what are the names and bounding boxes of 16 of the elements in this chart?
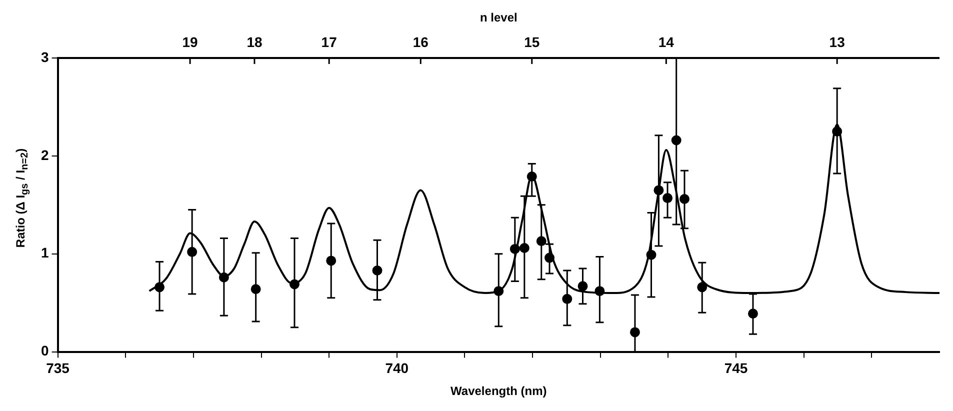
x-tick-label: 740 bbox=[385, 360, 409, 376]
annotation: 15 bbox=[524, 34, 540, 50]
x-axis-title: Wavelength (nm) bbox=[450, 384, 547, 398]
annotation: 17 bbox=[321, 34, 338, 50]
annotation: 14 bbox=[658, 34, 674, 50]
annotation: 13 bbox=[829, 34, 846, 50]
text: n level bbox=[480, 10, 518, 24]
y-tick-label: 0 bbox=[40, 342, 49, 359]
y-tick-label: 3 bbox=[40, 48, 49, 65]
annotation: 18 bbox=[246, 34, 262, 50]
y-tick-label: 1 bbox=[40, 244, 49, 261]
annotation: 19 bbox=[182, 34, 198, 50]
x-tick-label: 735 bbox=[46, 360, 70, 376]
y-tick-label: 2 bbox=[40, 146, 49, 163]
x-tick-label: 745 bbox=[724, 360, 748, 376]
annotation: 16 bbox=[412, 34, 429, 50]
